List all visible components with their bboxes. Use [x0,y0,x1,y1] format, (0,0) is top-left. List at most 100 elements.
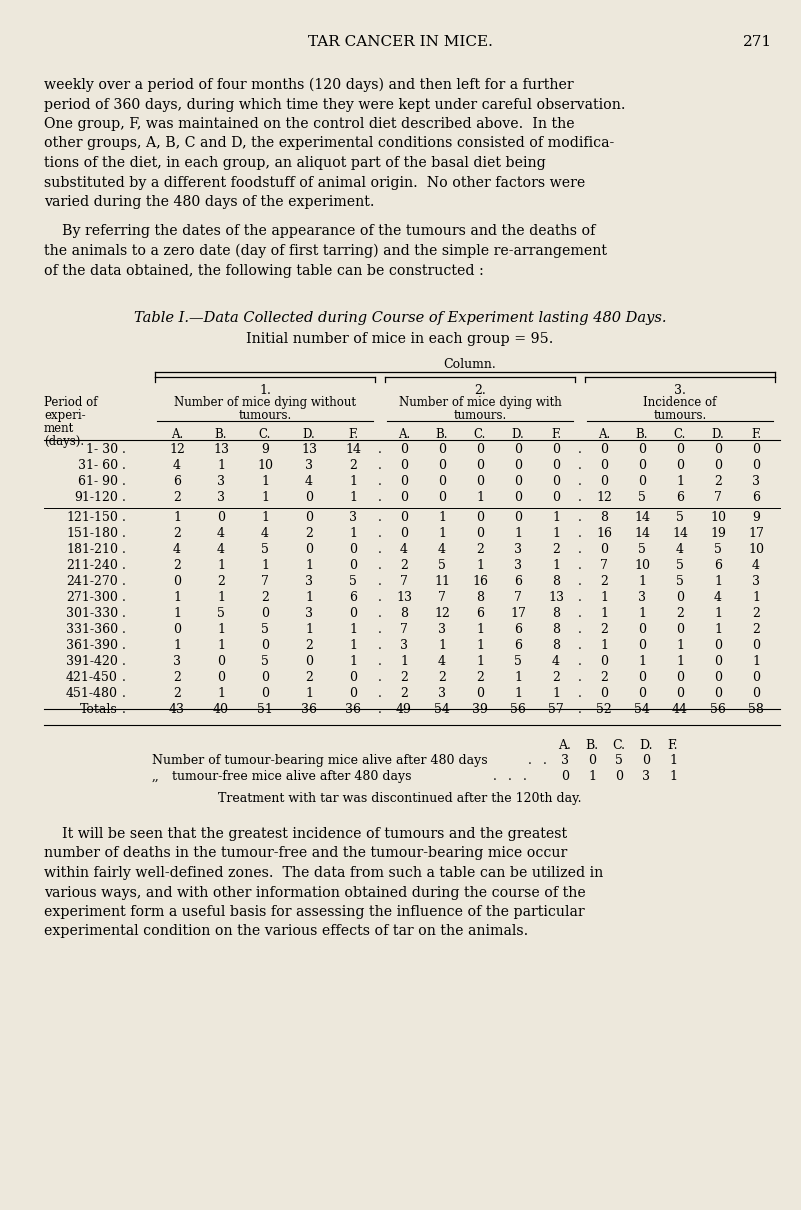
Text: 0: 0 [400,443,408,456]
Text: .: . [578,575,582,588]
Text: 0: 0 [400,511,408,524]
Text: 14: 14 [672,528,688,540]
Text: 271: 271 [743,35,772,48]
Text: .: . [122,623,126,636]
Text: 49: 49 [396,703,412,716]
Text: .: . [122,511,126,524]
Text: B.: B. [215,428,227,440]
Text: .: . [122,528,126,540]
Text: .: . [378,639,382,652]
Text: 12: 12 [434,607,450,620]
Text: 391-420: 391-420 [66,655,118,668]
Text: 3: 3 [217,476,225,488]
Text: 0: 0 [752,443,760,456]
Text: 54: 54 [634,703,650,716]
Text: .: . [493,770,497,783]
Text: 2: 2 [173,687,181,701]
Text: of the data obtained, the following table can be constructed :: of the data obtained, the following tabl… [44,264,484,277]
Text: 1: 1 [714,623,722,636]
Text: .: . [122,639,126,652]
Text: 12: 12 [169,443,185,456]
Text: 3: 3 [638,590,646,604]
Text: .: . [578,623,582,636]
Text: .: . [122,543,126,557]
Text: 31- 60: 31- 60 [78,459,118,472]
Text: 9: 9 [261,443,269,456]
Text: 17: 17 [510,607,526,620]
Text: 301-330: 301-330 [66,607,118,620]
Text: 2: 2 [600,575,608,588]
Text: 3: 3 [305,459,313,472]
Text: 8: 8 [552,575,560,588]
Text: 14: 14 [345,443,361,456]
Text: F.: F. [751,428,761,440]
Text: 0: 0 [638,476,646,488]
Text: 4: 4 [438,655,446,668]
Text: tumour-free mice alive after 480 days: tumour-free mice alive after 480 days [172,770,412,783]
Text: 3: 3 [514,543,522,557]
Text: 0: 0 [261,639,269,652]
Text: 1: 1 [438,528,446,540]
Text: 0: 0 [476,511,484,524]
Text: 0: 0 [552,443,560,456]
Text: 1: 1 [552,687,560,701]
Text: Number of tumour-bearing mice alive after 480 days: Number of tumour-bearing mice alive afte… [152,754,488,767]
Text: 0: 0 [714,672,722,684]
Text: 0: 0 [400,491,408,505]
Text: 0: 0 [349,543,357,557]
Text: .: . [378,559,382,572]
Text: 3: 3 [438,623,446,636]
Text: 0: 0 [714,655,722,668]
Text: 1- 30: 1- 30 [86,443,118,456]
Text: 61- 90: 61- 90 [78,476,118,488]
Text: 0: 0 [217,672,225,684]
Text: 51: 51 [257,703,273,716]
Text: A.: A. [598,428,610,440]
Text: 8: 8 [600,511,608,524]
Text: 1: 1 [476,639,484,652]
Text: 0: 0 [438,491,446,505]
Text: 0: 0 [261,672,269,684]
Text: tumours.: tumours. [453,409,506,422]
Text: 1: 1 [714,607,722,620]
Text: 0: 0 [349,607,357,620]
Text: 0: 0 [305,655,313,668]
Text: 1: 1 [349,655,357,668]
Text: 57: 57 [548,703,564,716]
Text: experi-: experi- [44,409,86,422]
Text: 16: 16 [596,528,612,540]
Text: 4: 4 [752,559,760,572]
Text: 0: 0 [514,476,522,488]
Text: Period of: Period of [44,396,98,409]
Text: 181-210: 181-210 [66,543,118,557]
Text: 0: 0 [638,687,646,701]
Text: ment: ment [44,422,74,436]
Text: 6: 6 [476,607,484,620]
Text: It will be seen that the greatest incidence of tumours and the greatest: It will be seen that the greatest incide… [44,826,567,841]
Text: 0: 0 [261,607,269,620]
Text: 451-480: 451-480 [66,687,118,701]
Text: .: . [122,476,126,488]
Text: .: . [578,476,582,488]
Text: 36: 36 [345,703,361,716]
Text: .: . [578,511,582,524]
Text: 7: 7 [400,575,408,588]
Text: 2: 2 [261,590,269,604]
Text: .: . [378,623,382,636]
Text: 5: 5 [217,607,225,620]
Text: One group, F, was maintained on the control diet described above.  In the: One group, F, was maintained on the cont… [44,117,574,131]
Text: 7: 7 [714,491,722,505]
Text: Column.: Column. [444,358,497,371]
Text: 1: 1 [552,528,560,540]
Text: 0: 0 [615,770,623,783]
Text: 0: 0 [514,459,522,472]
Text: F.: F. [551,428,561,440]
Text: 11: 11 [434,575,450,588]
Text: .: . [378,607,382,620]
Text: 6: 6 [676,491,684,505]
Text: 211-240: 211-240 [66,559,118,572]
Text: 1: 1 [261,511,269,524]
Text: 1: 1 [305,623,313,636]
Text: 0: 0 [714,687,722,701]
Text: 1: 1 [669,770,677,783]
